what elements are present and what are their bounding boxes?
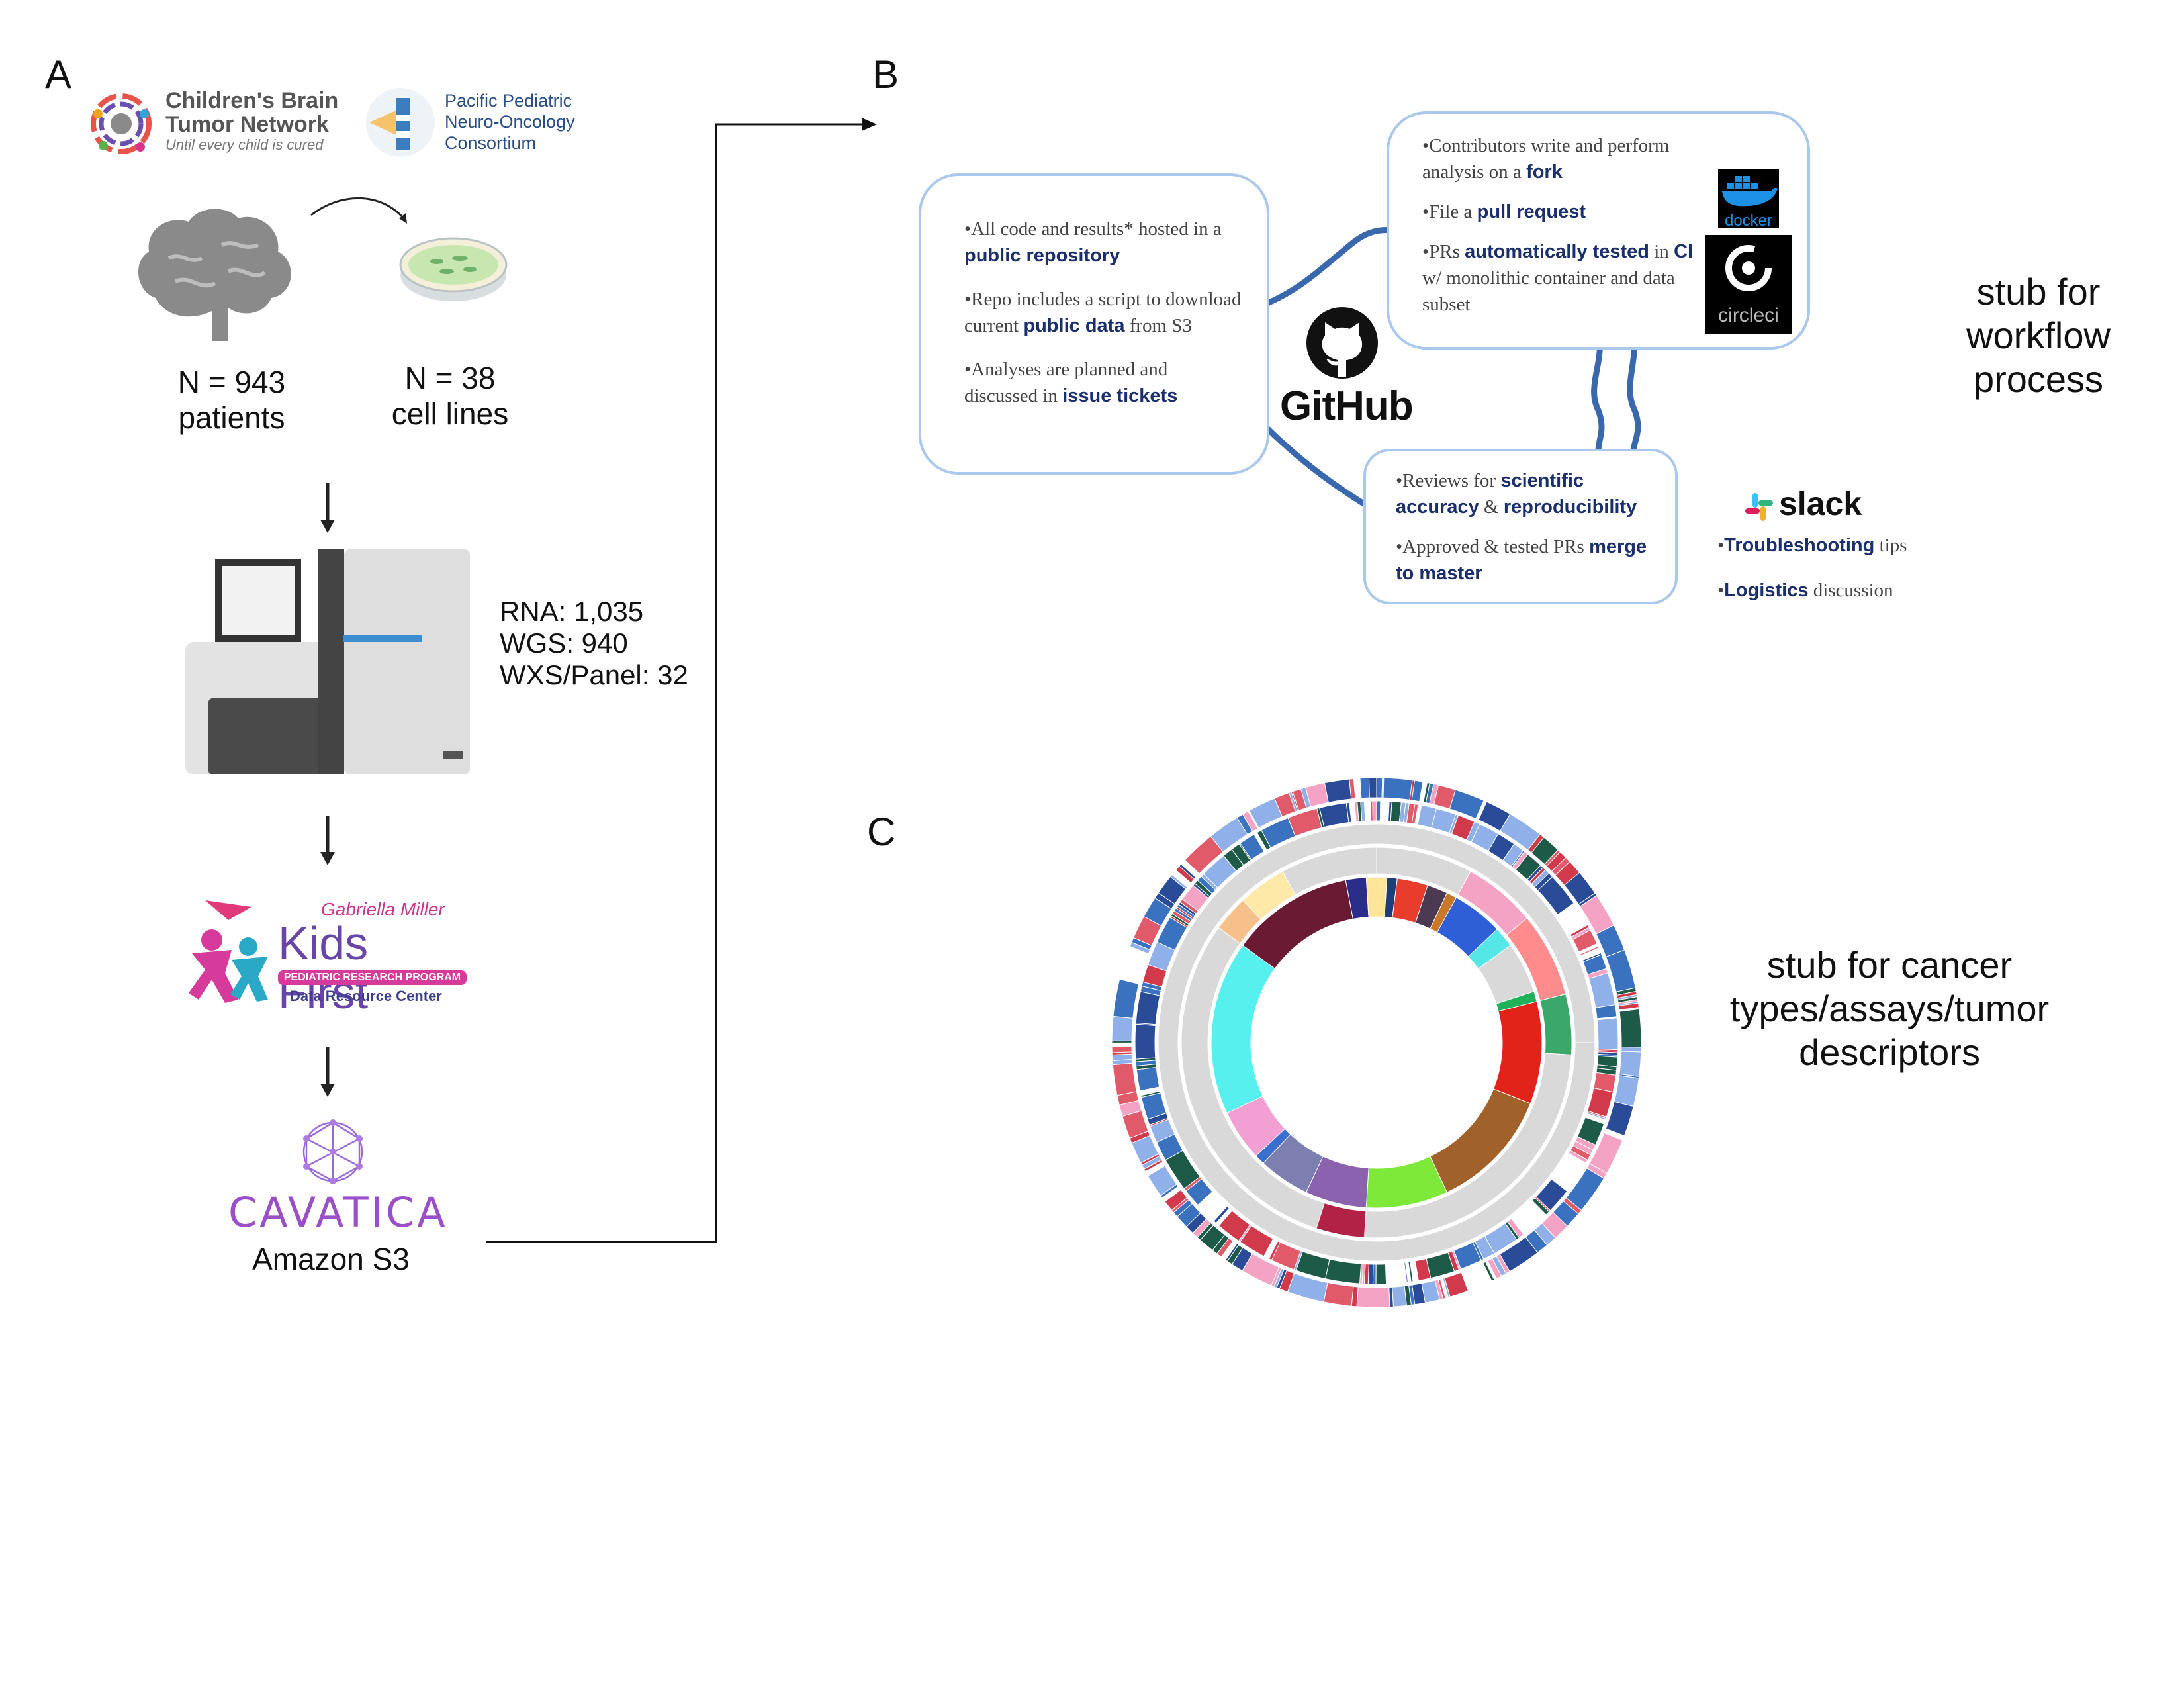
lighthouse-icon bbox=[366, 88, 435, 157]
repo-bullet-1: •All code and results* hosted in a publi… bbox=[964, 218, 1222, 266]
github-octocat-icon bbox=[1306, 307, 1378, 379]
outer-ring-segment bbox=[1363, 800, 1371, 821]
pnoc-name-line2: Neuro-Oncology bbox=[445, 112, 575, 132]
outermost-ring-segment bbox=[1614, 1075, 1639, 1107]
amazon-s3-label: Amazon S3 bbox=[252, 1242, 410, 1276]
circleci-label: circleci bbox=[1718, 305, 1779, 326]
troubleshooting-note: •Troubleshooting tips bbox=[1717, 535, 1907, 556]
repo-bullet-3: •Analyses are planned and discussed in i… bbox=[964, 359, 1178, 406]
outermost-ring-segment bbox=[1376, 778, 1383, 798]
pnoc-name-line1: Pacific Pediatric bbox=[445, 91, 572, 111]
kids-first-subtitle: Data Resource Center bbox=[290, 988, 442, 1004]
docker-whale-icon bbox=[1722, 176, 1778, 207]
pnoc-logo: Pacific Pediatric Neuro-Oncology Consort… bbox=[363, 85, 601, 161]
circleci-logo: circleci bbox=[1705, 235, 1792, 334]
outer-ring-segment bbox=[1135, 991, 1161, 1025]
down-arrow-icon bbox=[320, 483, 335, 533]
circleci-icon bbox=[1725, 245, 1772, 291]
slack-wordmark: slack bbox=[1779, 485, 1862, 522]
workflow-stub-line2: workflow bbox=[1966, 314, 2111, 356]
kids-first-banner: PEDIATRIC RESEARCH PROGRAM bbox=[278, 970, 467, 985]
outer-ring-segment bbox=[1588, 972, 1616, 1008]
outermost-ring-segment bbox=[1619, 1051, 1641, 1077]
outer-ring-segment bbox=[1325, 1258, 1362, 1284]
outermost-ring-segment bbox=[1112, 1045, 1132, 1053]
outermost-ring-segment bbox=[1383, 778, 1413, 800]
outermost-ring-segment bbox=[1324, 778, 1352, 803]
sequencer-icon bbox=[185, 549, 470, 774]
middle-ring-segment bbox=[1282, 847, 1377, 896]
outermost-ring-segment bbox=[1619, 1008, 1641, 1048]
review-card: •Reviews for scientific accuracy & repro… bbox=[1363, 449, 1678, 604]
outer-ring-segment bbox=[1372, 800, 1377, 821]
merge-bullet: •Approved & tested PRs merge to master bbox=[1396, 536, 1647, 584]
cbtn-name-line2: Tumor Network bbox=[165, 112, 329, 137]
github-wordmark: GitHub bbox=[1280, 383, 1414, 429]
repository-card: •All code and results* hosted in a publi… bbox=[919, 173, 1269, 475]
outer-ring-segment bbox=[1385, 1262, 1407, 1285]
cancer-stub-line3: descriptors bbox=[1799, 1031, 1980, 1073]
inner-ring-segment bbox=[1365, 876, 1388, 917]
workflow-stub-line3: process bbox=[1973, 358, 2104, 400]
outermost-ring-segment bbox=[1359, 778, 1370, 799]
workflow-stub-line1: stub for bbox=[1976, 271, 2101, 312]
sunburst-chart bbox=[1112, 778, 1641, 1307]
outer-ring-segment bbox=[1134, 1023, 1156, 1060]
ci-bullet: •PRs automatically tested in CI w/ monol… bbox=[1422, 241, 1694, 315]
cancer-stub-line1: stub for cancer bbox=[1766, 944, 2013, 986]
kids-first-sponsor: Gabriella Miller bbox=[321, 899, 445, 919]
outer-ring-segment bbox=[1375, 1264, 1387, 1285]
down-arrow-icon bbox=[320, 1047, 335, 1097]
cancer-stub-line2: types/assays/tumor bbox=[1729, 988, 2050, 1029]
cell-lines-label: cell lines bbox=[391, 397, 509, 431]
cbtn-tagline: Until every child is cured bbox=[165, 136, 324, 153]
down-arrow-icon bbox=[320, 816, 335, 865]
kids-first-logo: Gabriella Miller Kids First PEDIATRIC RE… bbox=[179, 894, 470, 1017]
assay-wgs: WGS: 940 bbox=[500, 628, 628, 659]
outer-ring-segment bbox=[1596, 1017, 1619, 1051]
outermost-ring-segment bbox=[1112, 1015, 1134, 1041]
assay-rna: RNA: 1,035 bbox=[500, 596, 644, 627]
slack-hash-icon bbox=[1745, 493, 1773, 521]
panel-label-a: A bbox=[45, 52, 72, 97]
cell-lines-count: N = 38 bbox=[404, 361, 496, 395]
gray-ring bbox=[1158, 823, 1596, 1262]
petri-dish-icon bbox=[399, 237, 508, 301]
inner-ring-segment bbox=[1430, 892, 1457, 933]
patients-count: N = 943 bbox=[177, 365, 286, 399]
outermost-ring-segment bbox=[1356, 1286, 1390, 1307]
outermost-ring-segment bbox=[1112, 1062, 1138, 1096]
network-globe-icon bbox=[302, 1119, 363, 1184]
docker-label: docker bbox=[1724, 212, 1773, 230]
outer-ring-segment bbox=[1136, 1066, 1160, 1092]
assay-wxs: WXS/Panel: 32 bbox=[500, 659, 688, 690]
curved-arrow-icon bbox=[310, 197, 407, 224]
pull-request-bullet: •File a pull request bbox=[1422, 201, 1586, 222]
outer-ring-segment bbox=[1319, 802, 1349, 828]
review-bullet: •Reviews for scientific accuracy & repro… bbox=[1396, 470, 1637, 518]
logistics-note: •Logistics discussion bbox=[1717, 580, 1893, 601]
cavatica-logo: CAVATICA bbox=[228, 1188, 448, 1237]
patients-label: patients bbox=[178, 400, 285, 435]
kids-figures-icon bbox=[189, 900, 268, 1003]
docker-logo: docker bbox=[1718, 169, 1779, 230]
inner-ring-segment bbox=[1493, 1001, 1543, 1104]
cbtn-emblem-icon bbox=[91, 93, 152, 154]
cbtn-name-line1: Children's Brain bbox=[165, 88, 339, 113]
panel-label-b: B bbox=[872, 52, 899, 97]
outermost-ring-segment bbox=[1391, 1286, 1407, 1307]
pnoc-name-line3: Consortium bbox=[445, 133, 537, 153]
repo-bullet-2: •Repo includes a script to download curr… bbox=[964, 289, 1242, 336]
outermost-ring-segment bbox=[1113, 978, 1140, 1019]
panel-label-c: C bbox=[867, 810, 896, 854]
outermost-ring-segment bbox=[1112, 1042, 1132, 1047]
middle-ring-segment bbox=[1316, 1202, 1367, 1238]
cbtn-logo: Children's Brain Tumor Network Until eve… bbox=[85, 87, 363, 160]
middle-ring-segment bbox=[1539, 994, 1572, 1056]
fork-bullet: •Contributors write and perform analysis… bbox=[1422, 135, 1670, 183]
brain-icon bbox=[138, 209, 291, 341]
outermost-ring-segment bbox=[1323, 1282, 1354, 1307]
outermost-ring-segment bbox=[1368, 778, 1377, 798]
